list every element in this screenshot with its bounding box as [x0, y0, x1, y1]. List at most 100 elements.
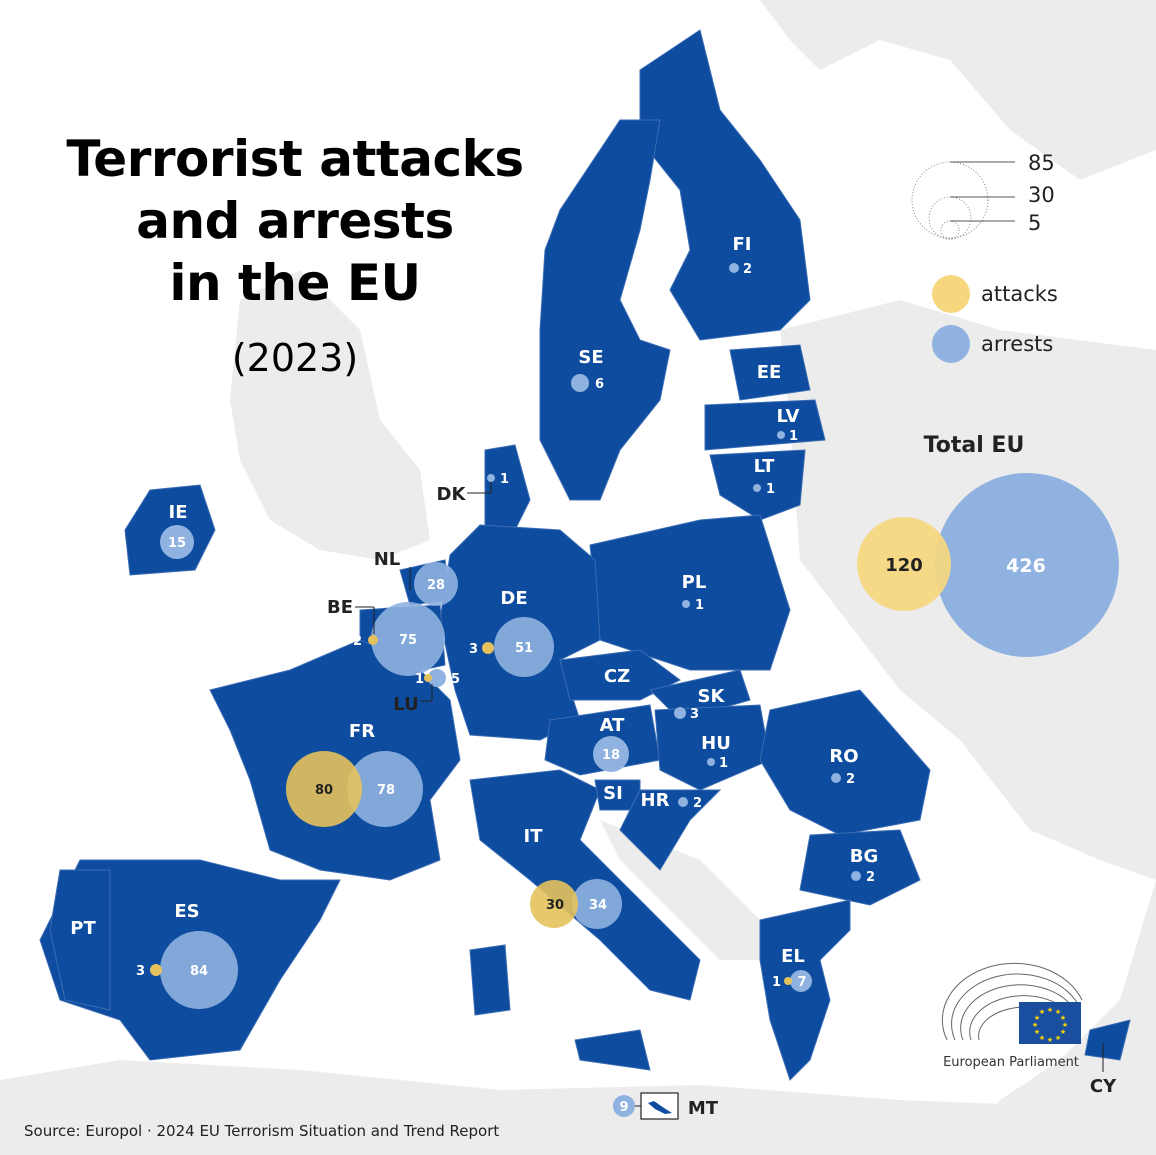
scale-label-85: 85	[1028, 151, 1055, 175]
country-label-bg: BG	[850, 846, 879, 867]
svg-text:★: ★	[1055, 1008, 1061, 1016]
arrests-value-ie: 15	[168, 536, 186, 551]
arrests-bubble-be	[371, 602, 445, 676]
country-label-mt: MT	[688, 1098, 719, 1119]
page-subtitle: (2023)	[231, 336, 359, 380]
arrests-bubble-fr	[347, 751, 423, 827]
svg-text:★: ★	[1047, 1036, 1053, 1044]
north-africa-land	[0, 1060, 1156, 1155]
country-label-es: ES	[174, 901, 199, 922]
arrests-value-es: 84	[190, 964, 208, 979]
country-label-fr: FR	[349, 721, 375, 742]
svg-text:★: ★	[1039, 1034, 1045, 1042]
arrests-value-sk: 3	[690, 707, 699, 722]
arrests-value-mt: 9	[619, 1100, 628, 1115]
attacks-value-be: 2	[353, 634, 362, 649]
latvia-shape	[704, 399, 826, 451]
arrests-value-se: 6	[595, 377, 604, 392]
arrests-dot-fi	[729, 263, 739, 273]
arrests-bubble-ie	[160, 525, 194, 559]
arrests-dot-bg	[851, 871, 861, 881]
arrests-value-lt: 1	[766, 482, 775, 497]
country-label-cy: CY	[1090, 1076, 1117, 1097]
cyprus-shape	[1084, 1019, 1131, 1061]
country-label-fi: FI	[733, 234, 752, 255]
logo-text: European Parliament	[943, 1055, 1079, 1070]
south-east-land	[960, 880, 1156, 1155]
arrests-legend-label: arrests	[981, 332, 1053, 356]
arrests-dot-se	[571, 374, 589, 392]
total-attacks-bubble	[857, 517, 951, 611]
attacks-value-el: 1	[772, 975, 781, 990]
attacks-value-fr: 80	[315, 783, 333, 798]
bulgaria-shape	[799, 829, 921, 906]
arrests-bubble-at	[593, 736, 629, 772]
country-label-pt: PT	[70, 918, 96, 939]
svg-text:★: ★	[1034, 1014, 1040, 1022]
arrests-value-fr: 78	[377, 783, 395, 798]
title-line-1: Terrorist attacks	[66, 130, 524, 188]
sweden-shape	[539, 119, 671, 501]
country-label-sk: SK	[698, 686, 726, 707]
denmark-shape	[484, 444, 531, 541]
svg-text:★: ★	[1032, 1021, 1038, 1029]
svg-text:★: ★	[1060, 1014, 1066, 1022]
poland-shape	[589, 514, 791, 671]
scale-circle-5	[940, 220, 960, 240]
page-title: Terrorist attacks and arrests in the EU	[40, 128, 550, 314]
scale-label-5: 5	[1028, 211, 1041, 235]
arrests-value-ro: 2	[846, 772, 855, 787]
arrests-value-at: 18	[602, 748, 620, 763]
arrests-value-dk: 1	[500, 472, 509, 487]
svg-text:★: ★	[1034, 1028, 1040, 1036]
hungary-shape	[654, 704, 771, 791]
title-line-2: and arrests	[136, 192, 454, 250]
arrests-value-it: 34	[589, 898, 607, 913]
color-legend: attacks arrests	[932, 275, 1058, 363]
arrests-bubble-mt	[613, 1095, 635, 1117]
northern-land	[0, 0, 1156, 180]
country-label-dk: DK	[437, 484, 467, 505]
country-label-cz: CZ	[604, 666, 630, 687]
arrests-value-fi: 2	[743, 262, 752, 277]
croatia-shape	[619, 789, 722, 871]
arrests-value-hu: 1	[719, 756, 728, 771]
malta-shape	[648, 1101, 672, 1114]
arrests-value-nl: 28	[427, 578, 445, 593]
title-line-3: in the EU	[169, 254, 421, 312]
great-britain	[230, 270, 430, 560]
attacks-dot-de	[482, 642, 494, 654]
arrests-dot-dk	[487, 474, 495, 482]
arrests-dot-sk	[674, 707, 686, 719]
arrests-value-bg: 2	[866, 870, 875, 885]
svg-text:★: ★	[1047, 1006, 1053, 1014]
total-attacks-value: 120	[885, 555, 923, 576]
country-label-lt: LT	[754, 456, 775, 477]
attacks-dot-el	[784, 977, 792, 985]
country-label-hr: HR	[641, 790, 670, 811]
attacks-value-lu: 1	[415, 672, 424, 687]
country-label-it: IT	[524, 826, 544, 847]
arrests-dot-hu	[707, 758, 715, 766]
western-balkans	[600, 820, 760, 960]
total-eu-title: Total EU	[924, 433, 1025, 458]
arrests-dot-ro	[831, 773, 841, 783]
svg-text:★: ★	[1055, 1034, 1061, 1042]
attacks-bubble-fr	[286, 751, 362, 827]
country-label-be: BE	[327, 597, 353, 618]
arrests-dot-pl	[682, 600, 690, 608]
attacks-legend-label: attacks	[981, 282, 1058, 306]
country-label-lu: LU	[393, 694, 418, 715]
svg-text:★: ★	[1060, 1028, 1066, 1036]
country-label-ee: EE	[757, 362, 782, 383]
arrests-bubble-nl	[414, 562, 458, 606]
arrests-value-pl: 1	[695, 598, 704, 613]
attacks-dot-es	[150, 964, 162, 976]
portugal-shape	[49, 869, 111, 1011]
country-label-ro: RO	[829, 746, 858, 767]
svg-text:★: ★	[1062, 1021, 1068, 1029]
country-label-si: SI	[603, 783, 623, 804]
arrests-value-de: 51	[515, 641, 533, 656]
